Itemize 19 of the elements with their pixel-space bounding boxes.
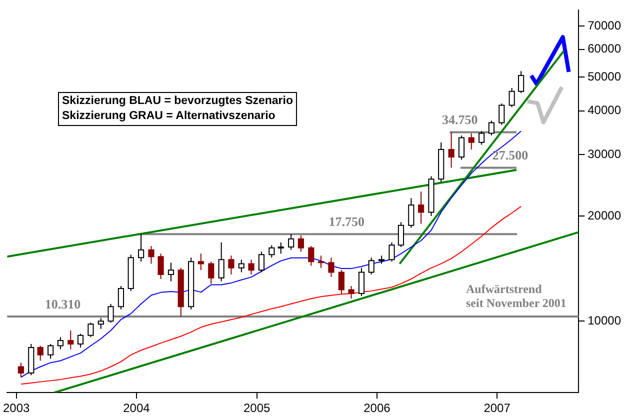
annotation: 27.500	[492, 148, 528, 163]
y-tick-label: 30000	[588, 146, 622, 161]
x-tick-label: 2005	[244, 401, 271, 416]
x-tick-label: 2007	[484, 401, 511, 416]
annotation: Aufwärtstrend seit November 2001	[466, 282, 566, 310]
y-tick-label: 70000	[588, 18, 622, 32]
y-tick-label: 50000	[588, 69, 622, 84]
annotation: 10.310	[44, 296, 81, 312]
x-tick-label: 2003	[2, 401, 30, 416]
annotation: 34.750	[442, 112, 478, 128]
annotation: Skizzierung BLAU = bevorzugtes Szenario	[62, 94, 294, 109]
y-tick-label: 60000	[588, 42, 622, 56]
y-tick-label: 20000	[588, 208, 622, 222]
annotation: 17.750	[328, 214, 365, 229]
x-tick-label: 2004	[123, 401, 150, 416]
y-tick-label: 10000	[588, 313, 622, 328]
x-tick-label: 2006	[364, 401, 391, 416]
annotation: Skizzierung GRAU = Alternativszenario	[62, 109, 276, 124]
y-tick-label: 40000	[588, 103, 622, 118]
